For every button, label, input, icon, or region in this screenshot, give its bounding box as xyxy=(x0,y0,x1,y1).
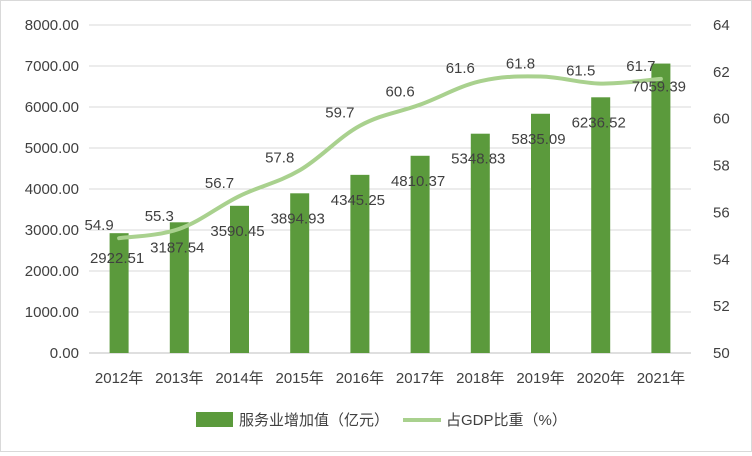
line-data-label: 54.9 xyxy=(84,217,113,234)
bar-data-label: 3894.93 xyxy=(271,210,325,227)
bar-data-label: 5835.09 xyxy=(511,131,565,148)
right-tick-label: 62 xyxy=(713,64,730,81)
right-tick-label: 58 xyxy=(713,158,730,175)
bar-data-label: 7059.39 xyxy=(632,79,686,96)
left-tick-label: 1000.00 xyxy=(25,304,79,321)
legend: 服务业增加值（亿元） 占GDP比重（%） xyxy=(196,412,567,429)
left-tick-label: 7000.00 xyxy=(25,58,79,75)
left-tick-label: 4000.00 xyxy=(25,181,79,198)
bar-data-label: 6236.52 xyxy=(572,114,626,131)
bar-data-labels: 2922.51 3187.54 3590.45 3894.93 4345.25 4810.… xyxy=(90,79,686,268)
bar-data-label: 4345.25 xyxy=(331,192,385,209)
bar xyxy=(169,222,189,353)
x-tick-label: 2018年 xyxy=(456,370,504,387)
right-tick-label: 64 xyxy=(713,17,730,34)
bar-data-label: 4810.37 xyxy=(391,173,445,190)
x-axis: 2012年 2013年 2014年 2015年 2016年 2017年 2018年 2019年… xyxy=(95,370,685,387)
bar-data-label: 2922.51 xyxy=(90,250,144,267)
line-data-labels: 54.9 55.3 56.7 57.8 59.7 60.6 61.6 61.8 61.5 61.7 xyxy=(84,56,655,235)
bar-data-label: 3187.54 xyxy=(150,239,204,256)
line-series xyxy=(117,74,663,241)
left-tick-label: 0.00 xyxy=(50,345,79,362)
right-tick-label: 56 xyxy=(713,204,730,221)
x-tick-label: 2019年 xyxy=(516,370,564,387)
bar xyxy=(230,205,249,353)
bar-data-label: 5348.83 xyxy=(451,151,505,168)
left-tick-label: 3000.00 xyxy=(25,222,79,239)
left-tick-label: 5000.00 xyxy=(25,140,79,157)
line-data-label: 61.8 xyxy=(506,56,535,73)
line-data-label: 59.7 xyxy=(325,105,354,122)
line-data-label: 61.5 xyxy=(566,63,595,80)
bar xyxy=(531,113,550,353)
x-tick-label: 2013年 xyxy=(155,370,203,387)
line-data-label: 61.7 xyxy=(626,58,655,75)
right-axis-tick-labels: 50 52 54 56 58 60 62 64 xyxy=(713,17,730,362)
bar xyxy=(350,174,370,353)
x-tick-label: 2021年 xyxy=(637,370,685,387)
x-tick-label: 2016年 xyxy=(336,370,384,387)
right-tick-label: 54 xyxy=(713,251,730,268)
right-tick-label: 50 xyxy=(713,345,730,362)
bar xyxy=(410,155,430,353)
line-path xyxy=(117,74,663,241)
left-tick-label: 6000.00 xyxy=(25,99,79,116)
line-data-label: 57.8 xyxy=(265,149,294,166)
x-tick-label: 2012年 xyxy=(95,370,143,387)
right-tick-label: 60 xyxy=(713,111,730,128)
line-data-label: 60.6 xyxy=(385,84,414,101)
bar xyxy=(290,193,310,353)
legend-label-bar: 服务业增加值（亿元） xyxy=(239,412,389,429)
line-data-label: 56.7 xyxy=(205,175,234,192)
gridlines xyxy=(89,24,691,354)
x-tick-label: 2015年 xyxy=(276,370,324,387)
x-tick-label: 2020年 xyxy=(577,370,625,387)
bar-series xyxy=(109,63,671,354)
line-data-label: 61.6 xyxy=(446,60,475,77)
legend-swatch-bar xyxy=(196,412,233,427)
bar xyxy=(591,97,611,354)
left-axis-tick-labels: 0.00 1000.00 2000.00 3000.00 4000.00 5000.00 6… xyxy=(25,17,79,362)
line-data-label: 55.3 xyxy=(145,208,174,225)
right-tick-label: 52 xyxy=(713,298,730,315)
left-tick-label: 2000.00 xyxy=(25,263,79,280)
left-tick-label: 8000.00 xyxy=(25,17,79,34)
bar xyxy=(651,63,671,354)
bar xyxy=(109,233,129,353)
legend-label-line: 占GDP比重（%） xyxy=(446,412,567,429)
bar xyxy=(470,133,490,353)
bar-data-label: 3590.45 xyxy=(210,223,264,240)
x-tick-label: 2014年 xyxy=(215,370,263,387)
x-tick-label: 2017年 xyxy=(396,370,444,387)
